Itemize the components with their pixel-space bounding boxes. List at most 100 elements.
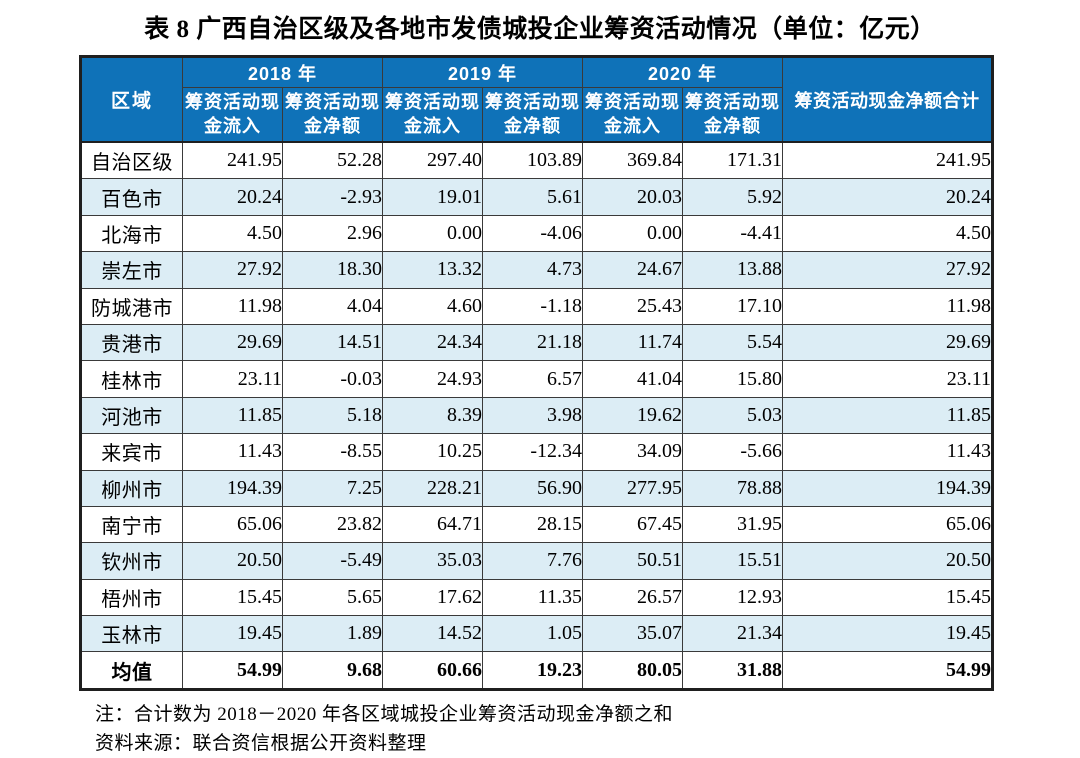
- value-cell: 52.28: [281, 141, 384, 180]
- value-cell: 19.62: [582, 396, 684, 435]
- value-cell: 78.88: [682, 469, 784, 507]
- value-cell: 5.61: [482, 178, 584, 216]
- value-cell: 12.93: [682, 578, 784, 617]
- value-cell: 19.45: [782, 615, 994, 653]
- region-cell: 南宁市: [80, 505, 183, 544]
- value-cell: 0.00: [382, 214, 484, 253]
- region-cell: 柳州市: [80, 469, 183, 507]
- value-cell: -8.55: [281, 433, 384, 471]
- value-cell: 54.99: [182, 651, 283, 690]
- value-cell: 26.57: [582, 578, 684, 617]
- table-row: 钦州市 20.50 -5.49 35.03 7.76 50.51 15.51 20.50: [80, 542, 994, 580]
- value-cell: 34.09: [582, 433, 684, 471]
- subheader-2020-net: 筹资活动现金净额: [682, 87, 784, 143]
- table-row: 崇左市 27.92 18.30 13.32 4.73 24.67 13.88 27.92: [80, 251, 994, 289]
- value-cell: 8.39: [382, 396, 484, 435]
- value-cell: 35.07: [582, 615, 684, 653]
- table-row: 梧州市 15.45 5.65 17.62 11.35 26.57 12.93 15.45: [80, 578, 994, 617]
- value-cell: -1.18: [482, 287, 584, 325]
- subheader-2019-inflow: 筹资活动现金流入: [382, 87, 484, 143]
- region-cell: 桂林市: [80, 360, 183, 398]
- value-cell: 4.50: [182, 214, 283, 253]
- value-cell: 1.05: [482, 615, 584, 653]
- column-header-2018: 2018 年: [181, 56, 384, 88]
- value-cell: 50.51: [582, 542, 684, 580]
- column-header-2019: 2019 年: [382, 56, 584, 88]
- region-cell: 河池市: [80, 396, 183, 435]
- subheader-2019-net: 筹资活动现金净额: [482, 87, 584, 143]
- value-cell: 24.34: [382, 323, 484, 362]
- value-cell: 18.30: [281, 251, 384, 289]
- value-cell: -5.66: [682, 433, 784, 471]
- value-cell: 11.98: [182, 287, 283, 325]
- value-cell: 31.88: [682, 651, 784, 690]
- table-row: 防城港市 11.98 4.04 4.60 -1.18 25.43 17.10 11.98: [80, 287, 994, 325]
- value-cell: 23.11: [182, 360, 283, 398]
- value-cell: 23.82: [281, 505, 384, 544]
- table-row: 南宁市 65.06 23.82 64.71 28.15 67.45 31.95 65.06: [80, 505, 994, 544]
- region-cell: 钦州市: [80, 542, 183, 580]
- region-cell: 防城港市: [80, 287, 183, 325]
- value-cell: 5.03: [682, 396, 784, 435]
- table-notes: 注：合计数为 2018－2020 年各区域城投企业筹资活动现金净额之和 资料来源…: [95, 700, 1080, 758]
- value-cell: 277.95: [582, 469, 684, 507]
- value-cell: 24.67: [582, 251, 684, 289]
- value-cell: 54.99: [782, 651, 994, 690]
- value-cell: 17.62: [382, 578, 484, 617]
- header-row-subs: 筹资活动现金流入 筹资活动现金净额 筹资活动现金流入 筹资活动现金净额 筹资活动…: [81, 87, 993, 143]
- value-cell: 6.57: [482, 360, 584, 398]
- value-cell: 80.05: [582, 651, 684, 690]
- value-cell: 4.60: [382, 287, 484, 325]
- value-cell: 41.04: [582, 360, 684, 398]
- value-cell: 171.31: [682, 141, 784, 180]
- subheader-2020-inflow: 筹资活动现金流入: [582, 87, 684, 143]
- table-title: 表 8 广西自治区级及各地市发债城投企业筹资活动情况（单位：亿元）: [144, 16, 936, 43]
- value-cell: 14.52: [382, 615, 484, 653]
- value-cell: 19.45: [182, 615, 283, 653]
- table-row: 桂林市 23.11 -0.03 24.93 6.57 41.04 15.80 23.11: [80, 360, 994, 398]
- value-cell: 11.74: [582, 323, 684, 362]
- value-cell: 0.00: [582, 214, 684, 253]
- region-cell: 均值: [80, 651, 183, 690]
- table-row: 玉林市 19.45 1.89 14.52 1.05 35.07 21.34 19.45: [80, 615, 994, 653]
- value-cell: 4.50: [782, 214, 994, 253]
- region-cell: 百色市: [80, 178, 183, 216]
- note-line-1: 注：合计数为 2018－2020 年各区域城投企业筹资活动现金净额之和: [95, 703, 674, 725]
- value-cell: 15.45: [182, 578, 283, 617]
- region-cell: 梧州市: [80, 578, 183, 617]
- value-cell: -0.03: [281, 360, 384, 398]
- value-cell: 29.69: [182, 323, 283, 362]
- value-cell: 20.24: [782, 178, 994, 216]
- region-cell: 贵港市: [80, 323, 183, 362]
- value-cell: 297.40: [382, 141, 484, 180]
- region-cell: 北海市: [80, 214, 183, 253]
- value-cell: 10.25: [382, 433, 484, 471]
- value-cell: 1.89: [281, 615, 384, 653]
- value-cell: 65.06: [782, 505, 994, 544]
- table-row: 北海市 4.50 2.96 0.00 -4.06 0.00 -4.41 4.50: [80, 214, 994, 253]
- value-cell: 9.68: [281, 651, 384, 690]
- table-row: 自治区级 241.95 52.28 297.40 103.89 369.84 171.31 2…: [80, 141, 994, 180]
- region-cell: 自治区级: [80, 141, 183, 180]
- table-row: 柳州市 194.39 7.25 228.21 56.90 277.95 78.88 194.3…: [80, 469, 994, 507]
- region-cell: 玉林市: [80, 615, 183, 653]
- value-cell: 20.50: [782, 542, 994, 580]
- table-header: 区域 2018 年 2019 年 2020 年 筹资活动现金净额合计 筹资活动现…: [80, 56, 994, 143]
- value-cell: 7.25: [281, 469, 384, 507]
- value-cell: -12.34: [482, 433, 584, 471]
- value-cell: 11.43: [782, 433, 994, 471]
- value-cell: 194.39: [782, 469, 994, 507]
- value-cell: 4.04: [281, 287, 384, 325]
- value-cell: 21.18: [482, 323, 584, 362]
- column-header-2020: 2020 年: [582, 56, 784, 88]
- column-header-region: 区域: [80, 56, 183, 143]
- table-row: 贵港市 29.69 14.51 24.34 21.18 11.74 5.54 29.69: [80, 323, 994, 362]
- document-page: 表 8 广西自治区级及各地市发债城投企业筹资活动情况（单位：亿元） 区域 201…: [0, 9, 1080, 758]
- value-cell: 5.54: [682, 323, 784, 362]
- value-cell: 25.43: [582, 287, 684, 325]
- value-cell: 27.92: [182, 251, 283, 289]
- region-cell: 崇左市: [80, 251, 183, 289]
- value-cell: 20.24: [182, 178, 283, 216]
- value-cell: 7.76: [482, 542, 584, 580]
- value-cell: 13.32: [382, 251, 484, 289]
